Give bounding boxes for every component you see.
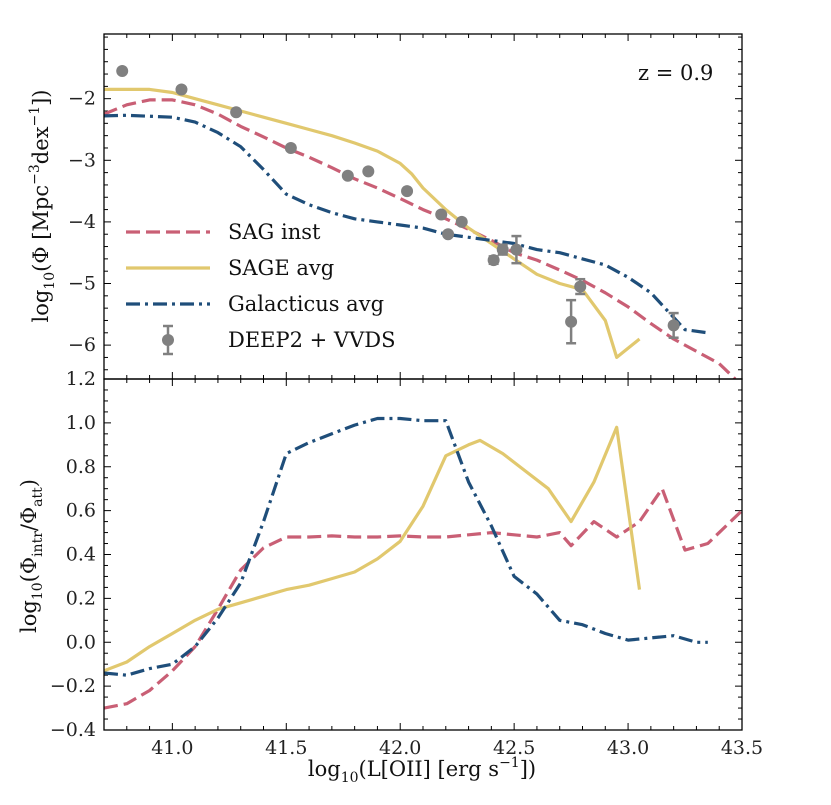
- data-point: [442, 228, 455, 241]
- bottom-xlabel: log10(L[OII] [erg s−1]): [308, 755, 536, 786]
- legend-label: SAGE avg: [228, 256, 334, 280]
- data-point: [401, 185, 414, 198]
- bottom-ytick-label: 0.4: [66, 544, 96, 566]
- bottom-xtick-label: 41.5: [265, 737, 307, 759]
- bottom-xtick-label: 42.5: [493, 737, 535, 759]
- bottom-series-sage-avg: [104, 425, 642, 673]
- bottom-xtick-label: 43.5: [721, 737, 763, 759]
- bottom-ytick-label: 1.2: [66, 368, 96, 390]
- legend-label: SAG inst: [228, 220, 321, 244]
- legend: SAG inst SAGE avg Galacticus avg DEEP2 + VV…: [126, 220, 396, 356]
- legend-label: Galacticus avg: [228, 292, 384, 316]
- bottom-ytick-label: 0.8: [66, 456, 96, 478]
- top-panel: −6 −5 −4 −3 −2 z = 0.9 SAG inst SAGE avg Galac…: [27, 33, 743, 380]
- redshift-annotation: z = 0.9: [638, 61, 713, 85]
- top-series-sag-inst: [104, 98, 737, 379]
- data-point: [175, 83, 188, 96]
- data-point: [565, 315, 578, 328]
- bottom-ticks: 41.0 41.5 42.0 42.5 43.0 43.5 −0.4 −0.2 0.0 0.2 0.…: [50, 368, 763, 759]
- bottom-ytick-label: 0.2: [66, 587, 96, 609]
- data-point: [362, 165, 375, 178]
- bottom-xtick-label: 42.0: [379, 737, 421, 759]
- bottom-xtick-label: 41.0: [151, 737, 193, 759]
- bottom-xtick-label: 43.0: [607, 737, 649, 759]
- data-point: [574, 280, 587, 293]
- data-point: [496, 243, 509, 256]
- bottom-ytick-label: 1.0: [66, 412, 96, 434]
- bottom-ytick-label: −0.4: [50, 719, 96, 741]
- bottom-ytick-label: 0.0: [66, 631, 96, 653]
- top-series-sage-avg: [104, 87, 641, 359]
- data-point: [341, 169, 354, 182]
- top-ticks: −6 −5 −4 −3 −2: [68, 34, 743, 379]
- top-ytick-label: −5: [68, 273, 96, 295]
- data-point: [230, 106, 243, 119]
- bottom-series-galacticus-avg: [104, 416, 708, 677]
- top-ytick-label: −6: [68, 334, 96, 356]
- data-point: [487, 254, 500, 267]
- data-point: [284, 141, 297, 154]
- bottom-panel: 41.0 41.5 42.0 42.5 43.0 43.5 −0.4 −0.2 0.0 0.2 0.…: [17, 368, 763, 786]
- bottom-series-sag-inst: [104, 487, 742, 710]
- bottom-series: [104, 416, 742, 710]
- top-ylabel: log10(Φ [Mpc−3dex−1]): [27, 89, 58, 322]
- top-ytick-label: −4: [68, 211, 96, 233]
- legend-marker: [162, 334, 174, 346]
- top-data-points: [116, 64, 680, 345]
- legend-label: DEEP2 + VVDS: [228, 328, 396, 352]
- bottom-frame: [103, 378, 743, 731]
- data-point: [510, 243, 523, 256]
- data-point: [435, 208, 448, 221]
- data-point: [667, 319, 680, 332]
- top-series-galacticus-avg: [104, 113, 709, 335]
- top-ytick-label: −3: [68, 149, 96, 171]
- bottom-ytick-label: 0.6: [66, 500, 96, 522]
- bottom-ylabel: log10(Φintr/Φatt): [17, 479, 46, 633]
- top-ytick-label: −2: [68, 88, 96, 110]
- bottom-ytick-label: −0.2: [50, 675, 96, 697]
- data-point: [116, 64, 129, 77]
- data-point: [455, 215, 468, 228]
- top-series: [104, 87, 737, 379]
- top-frame: [103, 33, 743, 380]
